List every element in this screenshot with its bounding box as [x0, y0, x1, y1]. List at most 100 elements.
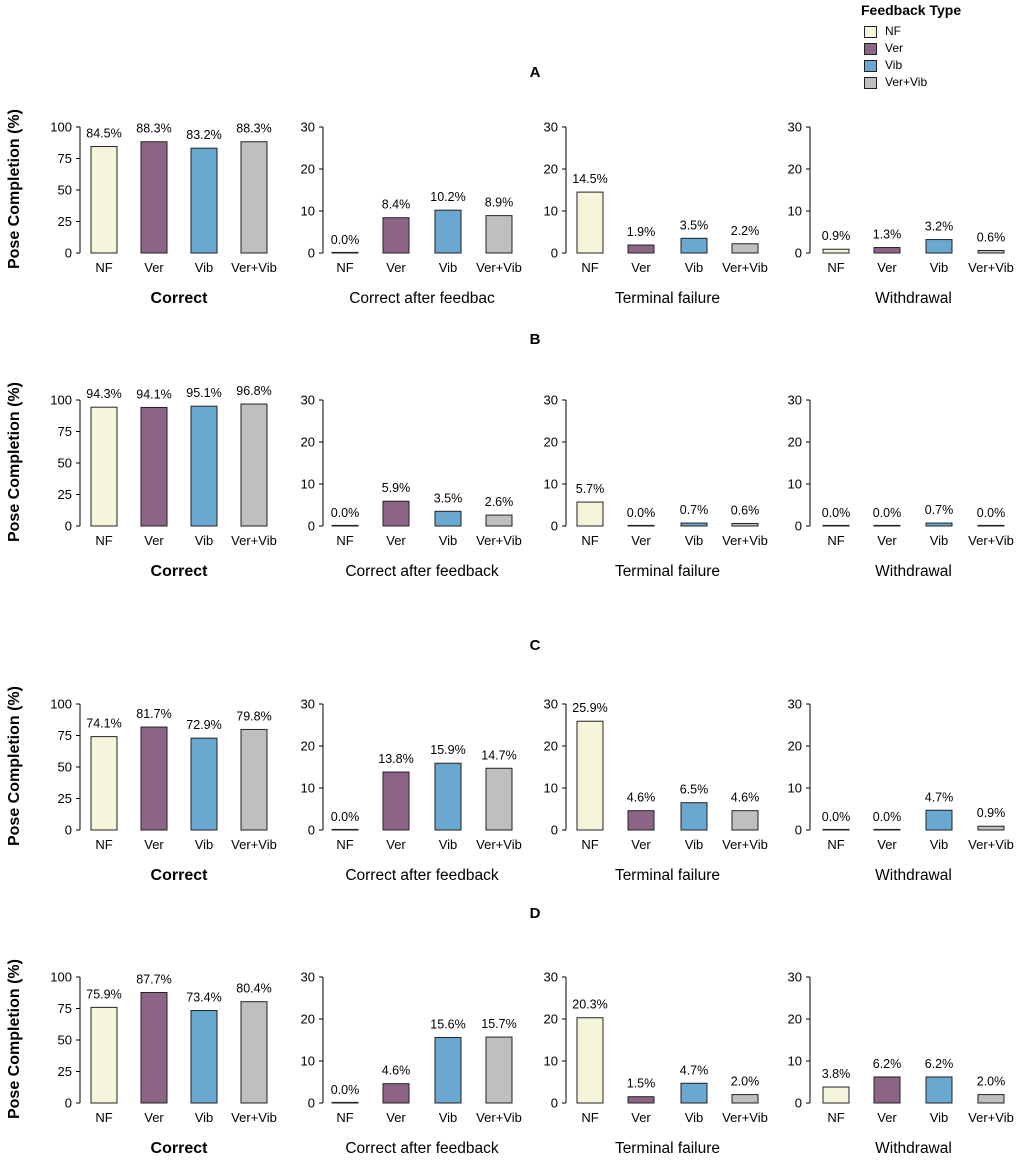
x-tick-label: Vib [685, 533, 704, 548]
y-tick-label: 30 [544, 120, 558, 135]
bar-value-label: 0.6% [731, 503, 760, 517]
y-tick-label: 0 [551, 1096, 558, 1111]
bar-ver-vib [485, 1036, 513, 1104]
bar-value-label: 5.9% [382, 481, 411, 495]
x-tick-label: NF [827, 837, 844, 852]
panel-c-chart-1: 0 25 50 75 100 74.1% NF 81.7% Ver 72.9% Vib 79.8% Ve… [50, 697, 277, 885]
y-tick-label: 10 [301, 204, 315, 219]
x-tick-label: Ver+Vib [722, 533, 768, 548]
y-tick-label: 0 [65, 519, 72, 534]
legend-swatch-ver [864, 43, 877, 55]
bar-nf [90, 736, 118, 831]
bar-value-label: 81.7% [136, 707, 171, 721]
x-tick-label: Ver+Vib [476, 533, 522, 548]
bar-value-label: 0.0% [822, 810, 851, 824]
bar-value-label: 1.5% [627, 1077, 656, 1091]
y-tick-label: 30 [301, 697, 315, 712]
bar-nf [331, 1101, 359, 1104]
x-tick-label: Ver [144, 1110, 164, 1125]
y-tick-label: 20 [301, 162, 315, 177]
y-tick-label: 20 [301, 1012, 315, 1027]
bar-value-label: 13.8% [378, 752, 413, 766]
x-tick-label: Ver [144, 533, 164, 548]
bar-ver-vib [240, 728, 268, 831]
bar-value-label: 6.2% [873, 1057, 902, 1071]
bar-value-label: 25.9% [572, 701, 607, 715]
y-tick-label: 20 [788, 435, 802, 450]
chart-title: Terminal failure [615, 290, 720, 307]
bar-value-label: 88.3% [136, 122, 171, 136]
bar-value-label: 0.7% [925, 503, 954, 517]
x-tick-label: Vib [195, 1110, 214, 1125]
bar-value-label: 0.7% [680, 503, 709, 517]
y-tick-label: 20 [544, 739, 558, 754]
bar-ver [140, 141, 168, 254]
x-tick-label: NF [95, 837, 112, 852]
chart-title: Correct [151, 1140, 209, 1157]
y-tick-label: 10 [301, 477, 315, 492]
y-tick-label: 10 [788, 781, 802, 796]
panel-d-chart-3: 0 10 20 30 20.3% NF 1.5% Ver 4.7% Vib 2.0% Ver+VibT… [544, 970, 768, 1158]
x-tick-label: Vib [195, 837, 214, 852]
y-tick-label: 0 [795, 823, 802, 838]
bar-nf [90, 146, 118, 254]
bar-value-label: 10.2% [430, 190, 465, 204]
bar-value-label: 0.0% [331, 233, 360, 247]
bar-value-label: 6.5% [680, 783, 709, 797]
bar-value-label: 0.0% [331, 810, 360, 824]
bar-ver-vib [240, 403, 268, 527]
chart-title: Correct [151, 563, 209, 580]
x-tick-label: Ver [631, 260, 651, 275]
bar-nf [822, 248, 850, 254]
x-tick-label: NF [581, 837, 598, 852]
y-tick-label: 0 [551, 823, 558, 838]
y-tick-label: 20 [301, 739, 315, 754]
bar-vib [680, 237, 708, 254]
bar-nf [331, 828, 359, 831]
y-tick-label: 25 [58, 1064, 72, 1079]
x-tick-label: NF [827, 533, 844, 548]
x-tick-label: Ver+Vib [476, 1110, 522, 1125]
y-tick-label: 10 [301, 781, 315, 796]
y-tick-label: 20 [544, 162, 558, 177]
legend-label-nf: NF [885, 24, 901, 38]
bar-ver-vib [485, 215, 513, 254]
bar-value-label: 8.9% [485, 196, 514, 210]
bar-value-label: 0.0% [331, 1083, 360, 1097]
bar-value-label: 95.1% [186, 386, 221, 400]
bar-value-label: 5.7% [576, 482, 605, 496]
bar-ver-vib [731, 810, 759, 831]
bar-value-label: 0.0% [977, 506, 1006, 520]
x-tick-label: NF [827, 260, 844, 275]
y-tick-label: 30 [301, 393, 315, 408]
bar-ver [140, 991, 168, 1104]
x-tick-label: NF [581, 1110, 598, 1125]
bar-ver-vib [977, 249, 1005, 254]
x-tick-label: Ver [386, 533, 406, 548]
panel-a-chart-2: 0 10 20 30 0.0% NF 8.4% Ver 10.2% Vib 8.9% Ver+Vib C… [301, 120, 522, 308]
x-tick-label: NF [95, 1110, 112, 1125]
y-tick-label: 30 [788, 697, 802, 712]
panel-d-chart-2: 0 10 20 30 0.0% NF 4.6% Ver 15.6% Vib 15.7% Ver+Vib… [301, 970, 522, 1158]
bar-ver [873, 828, 901, 831]
x-tick-label: Ver [631, 1110, 651, 1125]
x-tick-label: Ver [877, 533, 897, 548]
y-tick-label: 20 [301, 435, 315, 450]
bar-vib [190, 1010, 218, 1104]
bar-ver-vib [240, 141, 268, 254]
y-tick-label: 30 [788, 393, 802, 408]
y-tick-label: 100 [50, 697, 72, 712]
panel-d-chart-1: 0 25 50 75 100 75.9% NF 87.7% Ver 73.4% Vib 80.4% Ve… [50, 970, 277, 1158]
bar-value-label: 0.9% [822, 229, 851, 243]
y-tick-label: 50 [58, 760, 72, 775]
x-tick-label: NF [581, 533, 598, 548]
x-tick-label: NF [336, 837, 353, 852]
bar-value-label: 0.0% [873, 810, 902, 824]
y-tick-label: 100 [50, 120, 72, 135]
x-tick-label: Ver+Vib [968, 533, 1014, 548]
x-tick-label: Ver [877, 1110, 897, 1125]
bar-nf [576, 1017, 604, 1104]
legend-label-vervib: Ver+Vib [885, 75, 928, 89]
bar-value-label: 0.0% [331, 506, 360, 520]
x-tick-label: Ver [144, 837, 164, 852]
